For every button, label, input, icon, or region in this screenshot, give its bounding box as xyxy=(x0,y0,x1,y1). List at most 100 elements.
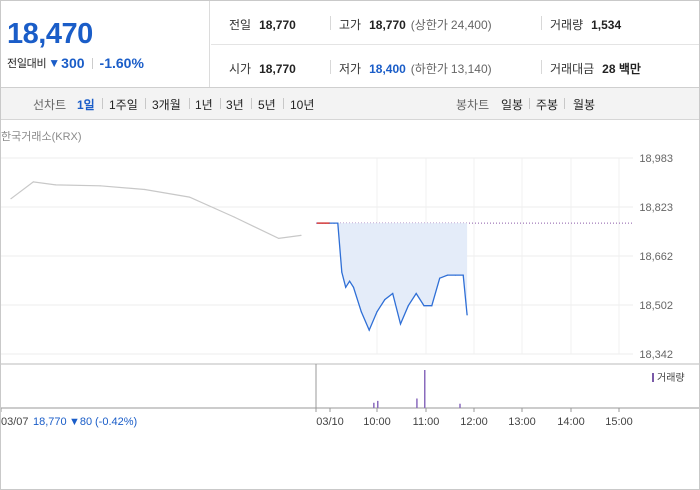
stat-sub: (상한가 24,400) xyxy=(411,16,492,33)
current-price: 18,470 xyxy=(7,18,93,50)
divider xyxy=(541,60,542,74)
data-point xyxy=(32,181,34,183)
stat-label: 거래량 xyxy=(550,18,584,32)
series-layer xyxy=(10,181,633,332)
y-tick-label: 18,662 xyxy=(639,251,673,263)
data-point xyxy=(423,305,425,307)
data-point xyxy=(55,184,57,186)
volume-bar xyxy=(416,398,418,408)
stat-label: 거래대금 xyxy=(550,62,595,76)
footer-pct: (-0.42%) xyxy=(95,416,137,428)
volume-bar xyxy=(424,370,426,408)
stat-sub-value: 24,400) xyxy=(450,18,492,32)
candle-monthly[interactable]: 월봉 xyxy=(573,98,596,112)
data-point xyxy=(345,286,347,288)
change-value: 300 xyxy=(61,55,85,71)
x-tick-label: 14:00 xyxy=(557,416,585,428)
x-tick-label: 13:00 xyxy=(508,416,536,428)
divider xyxy=(251,98,252,109)
stat-value: 18,400 xyxy=(369,61,406,76)
divider xyxy=(330,60,331,74)
line-chart-label: 선차트 xyxy=(33,98,67,112)
volume-legend-swatch xyxy=(652,373,654,382)
footer-date: 03/07 xyxy=(1,416,29,428)
divider xyxy=(145,98,146,109)
data-point xyxy=(333,222,335,224)
divider xyxy=(564,98,565,109)
data-point xyxy=(99,185,101,187)
period-10y[interactable]: 10년 xyxy=(290,98,315,112)
data-point xyxy=(466,314,468,316)
grid xyxy=(1,157,633,355)
data-point xyxy=(407,305,409,307)
data-point xyxy=(341,271,343,273)
x-tick-label: 03/10 xyxy=(316,416,344,428)
data-point xyxy=(348,280,351,282)
data-point xyxy=(384,298,386,301)
stat-value: 18,770 xyxy=(259,17,296,32)
price-box: 18,470 전일대비 ▼ 300 -1.60% xyxy=(1,1,210,87)
stats-grid: 전일 18,770 고가 18,770 (상한가 24,400) 거래량 1,53… xyxy=(211,1,699,87)
stat-prev-close: 전일 18,770 xyxy=(229,16,296,33)
stat-amount: 거래대금 28 백만 xyxy=(550,60,641,77)
stat-open: 시가 18,770 xyxy=(229,60,296,77)
period-1w[interactable]: 1주일 xyxy=(109,98,138,112)
x-tick-label: 12:00 xyxy=(460,416,488,428)
data-point xyxy=(454,274,456,276)
period-3y[interactable]: 3년 xyxy=(226,98,244,112)
source-label: 한국거래소(KRX) xyxy=(1,130,82,143)
data-point xyxy=(329,222,331,224)
data-point xyxy=(233,216,235,218)
series-today-area xyxy=(330,223,468,331)
y-tick-label: 18,342 xyxy=(639,349,673,361)
data-point xyxy=(415,292,417,295)
period-1y[interactable]: 1년 xyxy=(195,98,213,112)
volume-bars xyxy=(373,370,461,408)
stat-high: 고가 18,770 (상한가 24,400) xyxy=(339,16,492,33)
period-5y[interactable]: 5년 xyxy=(258,98,276,112)
data-point xyxy=(337,222,339,224)
candle-daily[interactable]: 일봉 xyxy=(501,98,524,112)
footer-change: ▼80 xyxy=(69,416,92,428)
stat-sub-label: (상한가 xyxy=(410,18,448,32)
stat-value: 18,770 xyxy=(369,17,406,32)
x-tick-label: 10:00 xyxy=(363,416,391,428)
divider xyxy=(283,98,284,109)
divider xyxy=(541,16,542,30)
stat-volume: 거래량 1,534 xyxy=(550,16,621,33)
series-prev-day-line xyxy=(10,181,302,240)
data-point xyxy=(188,196,191,198)
divider xyxy=(220,98,221,109)
data-point xyxy=(439,277,441,279)
y-tick-label: 18,983 xyxy=(639,153,673,165)
data-point xyxy=(399,323,402,325)
stat-sub: (하한가 13,140) xyxy=(411,60,492,77)
data-point xyxy=(392,292,394,295)
candle-chart-label: 봉차트 xyxy=(456,98,490,112)
data-point xyxy=(278,237,280,240)
volume-bar xyxy=(459,403,461,408)
x-tick-label: 11:00 xyxy=(413,416,440,428)
candle-weekly[interactable]: 주봉 xyxy=(536,98,559,112)
stat-sub-label: (하한가 xyxy=(410,62,448,76)
stat-value: 1,534 xyxy=(591,17,622,32)
period-3m[interactable]: 3개월 xyxy=(152,98,181,112)
data-point xyxy=(376,311,378,313)
change-percent: -1.60% xyxy=(99,55,144,71)
footer-quote: 03/07 18,770 ▼80 (-0.42%) xyxy=(1,416,137,428)
series-today-line xyxy=(330,222,468,332)
data-point xyxy=(368,329,370,331)
down-triangle-icon: ▼ xyxy=(48,56,61,70)
stat-value: 28 백만 xyxy=(602,62,641,76)
y-tick-label: 18,502 xyxy=(639,300,673,312)
chart-svg: 한국거래소(KRX) 18,983 18,823 18,662 18,502 18,34… xyxy=(0,130,699,428)
volume-bar xyxy=(373,402,375,408)
divider xyxy=(91,57,93,69)
stat-label: 고가 xyxy=(339,18,362,32)
period-1d[interactable]: 1일 xyxy=(77,98,95,112)
divider xyxy=(189,98,190,109)
period-bar: 선차트 1일 1주일 3개월 1년 3년 5년 10년 봉차트 일봉 주봉 월봉 xyxy=(1,88,699,120)
volume-legend: 거래량 xyxy=(652,372,685,384)
data-point xyxy=(10,198,12,200)
volume-bar xyxy=(377,400,379,408)
